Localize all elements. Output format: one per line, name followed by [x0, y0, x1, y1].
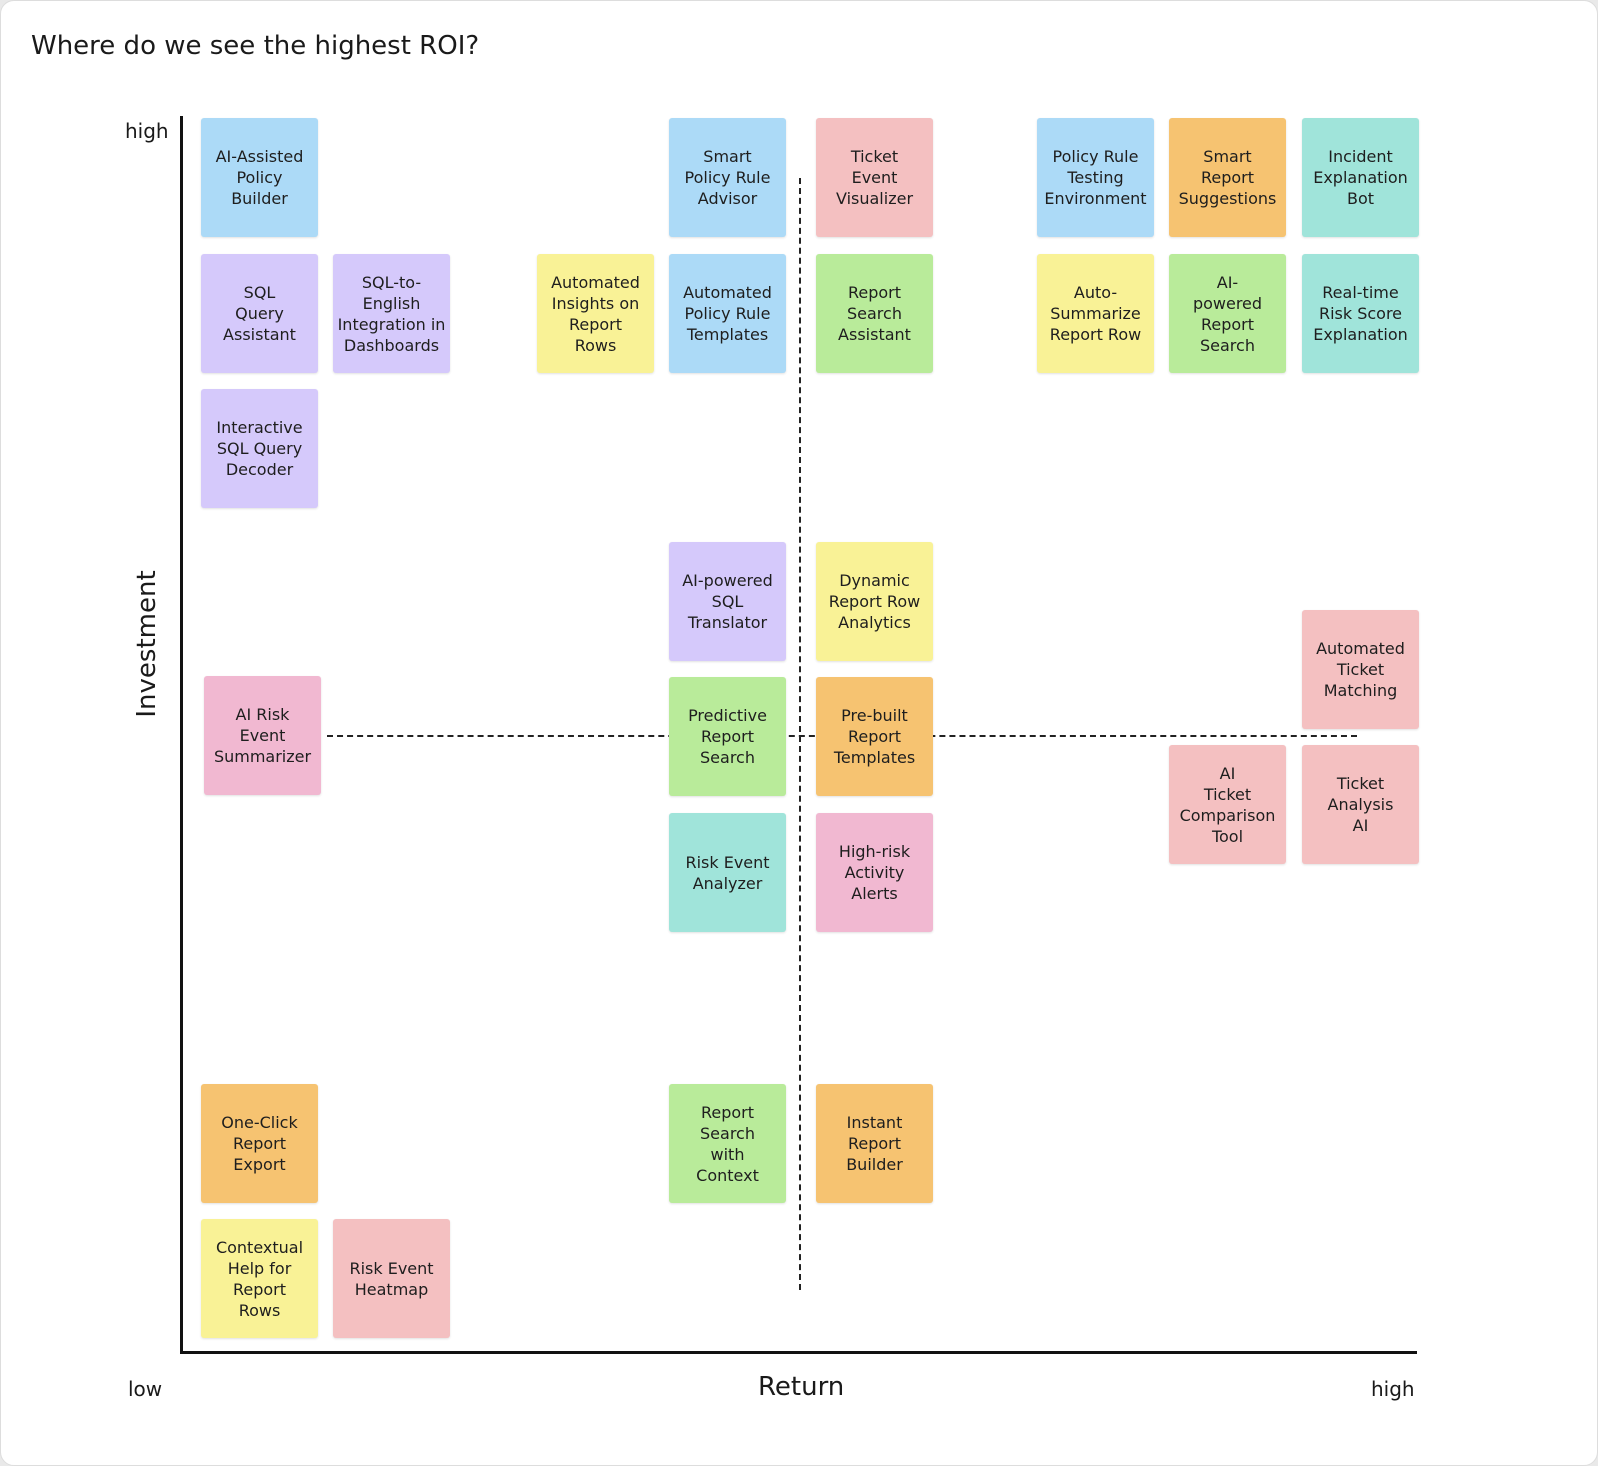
y-axis-line: [180, 116, 183, 1354]
sticky-note-pre-built-report-templates[interactable]: Pre-built Report Templates: [816, 677, 933, 796]
sticky-note-one-click-report-export[interactable]: One-Click Report Export: [201, 1084, 318, 1203]
sticky-note-high-risk-activity-alerts[interactable]: High-risk Activity Alerts: [816, 813, 933, 932]
sticky-note-report-search-with-context[interactable]: Report Search with Context: [669, 1084, 786, 1203]
sticky-note-automated-insights-report-rows[interactable]: Automated Insights on Report Rows: [537, 254, 654, 373]
sticky-note-interactive-sql-query-decoder[interactable]: Interactive SQL Query Decoder: [201, 389, 318, 508]
sticky-note-risk-event-analyzer[interactable]: Risk Event Analyzer: [669, 813, 786, 932]
x-axis-high-label: high: [1371, 1377, 1415, 1401]
sticky-note-instant-report-builder[interactable]: Instant Report Builder: [816, 1084, 933, 1203]
sticky-note-policy-rule-testing-environment[interactable]: Policy Rule Testing Environment: [1037, 118, 1154, 237]
sticky-note-ai-powered-sql-translator[interactable]: AI-powered SQL Translator: [669, 542, 786, 661]
sticky-note-ai-powered-report-search[interactable]: AI- powered Report Search: [1169, 254, 1286, 373]
sticky-note-predictive-report-search[interactable]: Predictive Report Search: [669, 677, 786, 796]
page-title: Where do we see the highest ROI?: [31, 31, 480, 61]
sticky-note-auto-summarize-report-row[interactable]: Auto- Summarize Report Row: [1037, 254, 1154, 373]
y-axis-high-label: high: [125, 119, 169, 143]
sticky-note-risk-event-heatmap[interactable]: Risk Event Heatmap: [333, 1219, 450, 1338]
sticky-note-dynamic-report-row-analytics[interactable]: Dynamic Report Row Analytics: [816, 542, 933, 661]
x-axis-line: [180, 1351, 1417, 1354]
sticky-note-smart-report-suggestions[interactable]: Smart Report Suggestions: [1169, 118, 1286, 237]
y-axis-title: Investment: [132, 570, 162, 718]
sticky-note-real-time-risk-score-explanation[interactable]: Real-time Risk Score Explanation: [1302, 254, 1419, 373]
sticky-note-automated-policy-rule-templates[interactable]: Automated Policy Rule Templates: [669, 254, 786, 373]
sticky-note-ai-risk-event-summarizer[interactable]: AI Risk Event Summarizer: [204, 676, 321, 795]
vertical-quadrant-divider: [799, 178, 801, 1290]
sticky-note-sql-query-assistant[interactable]: SQL Query Assistant: [201, 254, 318, 373]
sticky-note-report-search-assistant[interactable]: Report Search Assistant: [816, 254, 933, 373]
sticky-note-sql-to-english-integration[interactable]: SQL-to- English Integration in Dashboard…: [333, 254, 450, 373]
sticky-note-ticket-event-visualizer[interactable]: Ticket Event Visualizer: [816, 118, 933, 237]
sticky-note-contextual-help-report-rows[interactable]: Contextual Help for Report Rows: [201, 1219, 318, 1338]
x-axis-low-label: low: [128, 1377, 163, 1401]
sticky-note-ai-assisted-policy-builder[interactable]: AI-Assisted Policy Builder: [201, 118, 318, 237]
sticky-note-ai-ticket-comparison-tool[interactable]: AI Ticket Comparison Tool: [1169, 745, 1286, 864]
sticky-note-ticket-analysis-ai[interactable]: Ticket Analysis AI: [1302, 745, 1419, 864]
sticky-note-automated-ticket-matching[interactable]: Automated Ticket Matching: [1302, 610, 1419, 729]
sticky-note-incident-explanation-bot[interactable]: Incident Explanation Bot: [1302, 118, 1419, 237]
sticky-note-smart-policy-rule-advisor[interactable]: Smart Policy Rule Advisor: [669, 118, 786, 237]
x-axis-title: Return: [758, 1372, 845, 1402]
